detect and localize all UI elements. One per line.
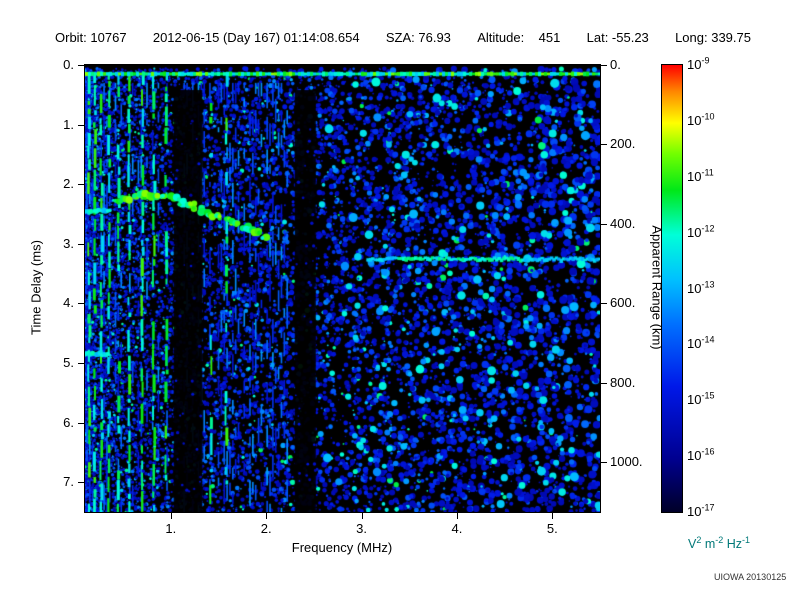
ionogram-plot-area xyxy=(84,64,601,513)
x-tick-mark xyxy=(266,513,268,519)
y2-tick-label: 600. xyxy=(610,295,636,311)
y-axis-title: Time Delay (ms) xyxy=(28,240,44,335)
x-tick-label: 3. xyxy=(356,521,367,536)
x-axis-title: Frequency (MHz) xyxy=(291,540,393,555)
y-tick-label: 5. xyxy=(63,355,74,370)
x-tick-label: 1. xyxy=(165,521,177,536)
y2-tick-mark xyxy=(601,303,607,305)
datetime-label: 2012-06-15 (Day 167) 01:14:08.654 xyxy=(152,30,360,45)
colorbar xyxy=(661,64,683,513)
y-tick-label: 6. xyxy=(63,414,74,430)
y-tick-label: 4. xyxy=(63,295,74,311)
y2-tick-mark xyxy=(601,65,607,66)
y2-tick-label: 1000. xyxy=(610,454,643,470)
y2-tick-label: 200. xyxy=(610,136,636,152)
colorbar-tick-label: 10-17 xyxy=(687,502,715,519)
colorbar-tick-label: 10-10 xyxy=(687,111,715,128)
colorbar-tick-label: 10-13 xyxy=(687,279,715,296)
y-tick-mark xyxy=(78,124,84,126)
y2-tick-mark xyxy=(601,223,607,225)
x-tick-label: 5. xyxy=(546,521,558,536)
y2-tick-label: 800. xyxy=(610,374,636,390)
y-tick-mark xyxy=(78,65,84,66)
y-tick-mark xyxy=(78,243,84,245)
colorbar-tick-label: 10-9 xyxy=(687,55,710,72)
colorbar-tick-label: 10-16 xyxy=(687,446,715,464)
y2-tick-mark xyxy=(601,462,607,464)
orbit-label: Orbit: 10767 xyxy=(55,30,127,45)
colorbar-tick-label: 10-11 xyxy=(687,167,714,184)
y-tick-mark xyxy=(78,363,84,364)
y2-tick-mark xyxy=(601,144,607,146)
y-tick-mark xyxy=(78,422,84,424)
colorbar-tick-label: 10-12 xyxy=(687,223,715,240)
x-tick-mark xyxy=(361,513,363,519)
y-tick-mark xyxy=(78,482,84,484)
x-tick-mark xyxy=(170,513,172,519)
y2-tick-label: 0. xyxy=(610,57,621,72)
y-tick-label: 0. xyxy=(63,57,74,72)
x-tick-mark xyxy=(552,513,554,519)
longitude-label: Long: 339.75 xyxy=(675,30,751,45)
y2-tick-label: 400. xyxy=(610,215,636,231)
colorbar-tick-label: 10-15 xyxy=(687,390,715,408)
y-tick-label: 1. xyxy=(63,116,74,132)
colorbar-unit-label: V2 m-2 Hz-1 xyxy=(688,534,751,551)
header-info: Orbit: 10767 2012-06-15 (Day 167) 01:14:… xyxy=(55,30,751,45)
credit-watermark: UIOWA 20130125 xyxy=(714,572,787,582)
y-tick-label: 7. xyxy=(63,474,74,490)
y-tick-label: 3. xyxy=(63,235,74,251)
colorbar-tick-label: 10-14 xyxy=(687,335,715,352)
x-tick-label: 4. xyxy=(451,521,463,536)
x-tick-label: 2. xyxy=(260,521,272,536)
y-tick-label: 2. xyxy=(63,176,74,192)
y2-tick-mark xyxy=(601,382,607,384)
x-tick-mark xyxy=(456,513,458,519)
y-tick-mark xyxy=(78,184,84,186)
spectrogram-canvas xyxy=(85,65,600,512)
latitude-label: Lat: -55.23 xyxy=(586,30,649,45)
altitude-label: Altitude: 451 xyxy=(477,30,561,45)
sza-label: SZA: 76.93 xyxy=(385,30,451,45)
y-tick-mark xyxy=(78,303,84,305)
